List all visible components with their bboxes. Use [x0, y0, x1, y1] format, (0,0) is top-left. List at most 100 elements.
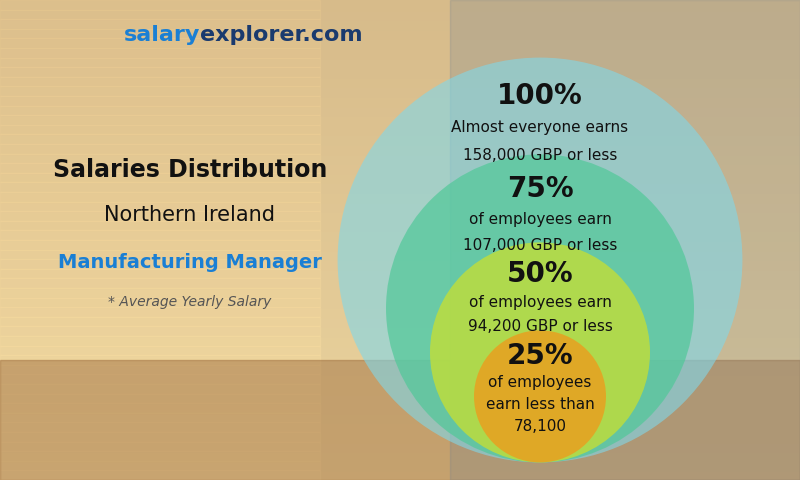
Bar — [0, 230, 320, 240]
Bar — [0, 182, 320, 192]
Text: * Average Yearly Salary: * Average Yearly Salary — [108, 295, 272, 309]
Bar — [0, 413, 320, 422]
Circle shape — [338, 58, 742, 462]
Bar — [0, 250, 800, 259]
Bar — [0, 67, 320, 77]
Circle shape — [430, 242, 650, 462]
Bar — [0, 307, 800, 317]
Bar — [0, 432, 800, 442]
Bar — [0, 144, 320, 154]
Bar — [0, 240, 800, 250]
Bar — [0, 470, 800, 480]
Bar — [0, 77, 800, 86]
Text: 100%: 100% — [497, 82, 583, 109]
Bar — [0, 403, 320, 413]
Bar — [0, 192, 800, 202]
Bar — [0, 413, 800, 422]
Bar — [0, 77, 320, 86]
Bar — [0, 0, 320, 10]
Text: Salaries Distribution: Salaries Distribution — [53, 158, 327, 182]
Circle shape — [386, 155, 694, 462]
Bar — [0, 317, 320, 326]
Bar — [0, 336, 800, 346]
Bar — [0, 259, 320, 269]
Bar — [0, 125, 320, 134]
Bar — [0, 269, 320, 278]
Bar — [0, 355, 320, 365]
Bar — [0, 19, 800, 29]
Bar — [0, 326, 320, 336]
Bar — [0, 317, 800, 326]
Bar — [0, 202, 320, 211]
Text: 158,000 GBP or less: 158,000 GBP or less — [463, 148, 617, 163]
Bar — [450, 0, 800, 480]
Text: 50%: 50% — [506, 260, 574, 288]
Text: Manufacturing Manager: Manufacturing Manager — [58, 252, 322, 272]
Bar — [0, 250, 320, 259]
Bar — [0, 470, 320, 480]
Bar — [0, 451, 800, 461]
Bar — [0, 48, 800, 58]
Bar — [0, 374, 800, 384]
Text: earn less than: earn less than — [486, 397, 594, 412]
Bar — [0, 461, 800, 470]
Bar — [0, 58, 800, 67]
Text: of employees earn: of employees earn — [469, 212, 611, 227]
Text: of employees earn: of employees earn — [469, 295, 611, 310]
Bar — [0, 307, 320, 317]
Circle shape — [474, 330, 606, 462]
Bar — [0, 0, 800, 10]
Bar — [0, 38, 320, 48]
Bar — [0, 115, 320, 125]
Bar — [0, 221, 320, 230]
Bar — [0, 384, 320, 394]
Bar — [0, 10, 800, 19]
Bar — [0, 384, 800, 394]
Bar — [0, 86, 320, 96]
Bar — [0, 346, 320, 355]
Text: 25%: 25% — [506, 342, 574, 371]
Bar — [0, 278, 800, 288]
Bar — [0, 394, 800, 403]
Bar — [0, 163, 800, 173]
Bar — [0, 48, 320, 58]
Bar — [0, 288, 320, 298]
Bar — [0, 29, 320, 38]
Bar — [0, 461, 320, 470]
Bar — [0, 211, 800, 221]
Bar — [0, 106, 320, 115]
Bar — [0, 451, 320, 461]
Bar — [0, 67, 800, 77]
Bar — [0, 10, 320, 19]
Bar — [0, 134, 800, 144]
Bar — [0, 326, 800, 336]
Bar — [0, 403, 800, 413]
Bar — [0, 230, 800, 240]
Bar — [0, 134, 320, 144]
Bar — [0, 442, 320, 451]
Bar — [0, 58, 320, 67]
Bar — [0, 394, 320, 403]
Bar — [0, 336, 320, 346]
Bar — [0, 182, 800, 192]
Bar — [0, 365, 320, 374]
Bar — [0, 422, 800, 432]
Bar — [0, 365, 800, 374]
Bar — [0, 29, 800, 38]
Text: Almost everyone earns: Almost everyone earns — [451, 120, 629, 135]
Bar — [0, 86, 800, 96]
Bar — [0, 259, 800, 269]
Bar — [0, 192, 320, 202]
Bar — [0, 278, 320, 288]
Text: 75%: 75% — [506, 175, 574, 204]
Bar — [0, 154, 800, 163]
Bar — [0, 442, 800, 451]
Bar — [0, 173, 800, 182]
Bar — [0, 106, 800, 115]
Bar — [0, 202, 800, 211]
Bar — [0, 211, 320, 221]
Bar — [0, 346, 800, 355]
Bar — [0, 154, 320, 163]
Bar — [0, 374, 320, 384]
Text: Northern Ireland: Northern Ireland — [105, 205, 275, 225]
